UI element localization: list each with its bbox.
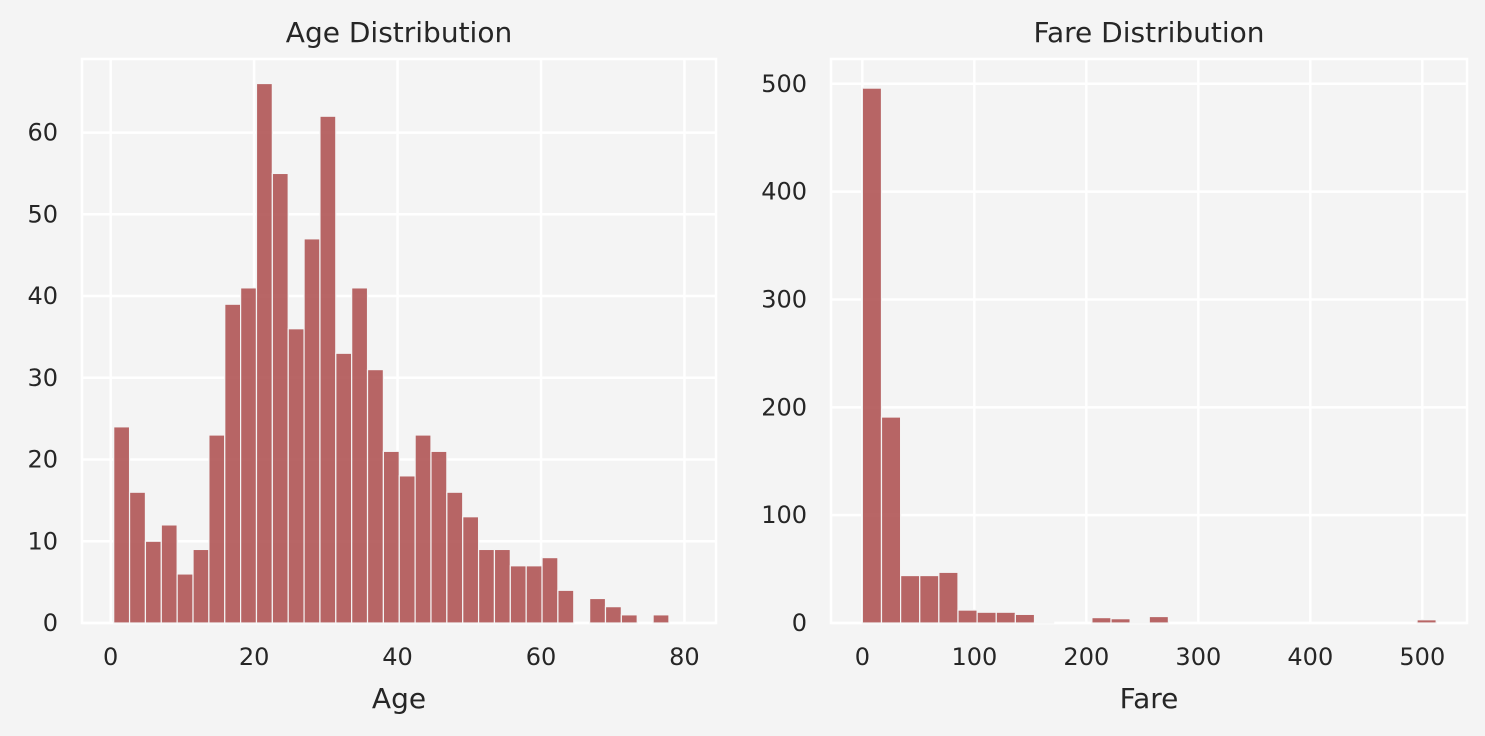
histogram-bar — [128, 491, 147, 624]
x-tick-label: 200 — [1063, 643, 1109, 671]
x-axis-label: Age — [372, 682, 426, 715]
histogram-bar — [861, 87, 883, 624]
histogram-bar — [224, 303, 242, 624]
x-tick-labels: 0 20 40 60 80 — [103, 643, 700, 671]
histogram-bar — [1129, 621, 1150, 624]
histogram-bar — [1014, 613, 1036, 624]
histogram-bar — [938, 571, 959, 624]
histogram-bar — [366, 369, 384, 624]
y-tick-label: 30 — [27, 364, 58, 392]
y-tick-label: 400 — [761, 178, 807, 206]
histogram-bar — [1091, 617, 1112, 624]
y-tick-label: 300 — [761, 285, 807, 313]
histogram-bar — [976, 611, 997, 624]
histogram-bar — [652, 614, 670, 624]
y-tick-label: 10 — [27, 527, 58, 555]
histogram-bar — [446, 491, 464, 624]
x-tick-label: 40 — [382, 643, 413, 671]
histogram-bar — [303, 238, 321, 624]
y-tick-labels: 0 100 200 300 400 500 — [761, 70, 807, 637]
histogram-bar — [541, 557, 559, 624]
y-tick-label: 200 — [761, 393, 807, 421]
fare-histogram-chart: 0 100 200 300 400 500 0 100 200 300 400 500 Fare D… — [761, 16, 1469, 715]
x-tick-label: 80 — [669, 643, 700, 671]
histogram-bar — [351, 287, 369, 624]
histogram-bar — [525, 565, 543, 624]
histogram-bar — [604, 606, 622, 624]
histogram-bar — [382, 450, 400, 624]
histogram-bar — [589, 597, 607, 624]
x-tick-label: 60 — [526, 643, 557, 671]
histogram-bar — [287, 328, 305, 624]
histogram-bar — [271, 172, 289, 624]
histogram-bar — [1416, 619, 1437, 624]
y-tick-label: 60 — [27, 119, 58, 147]
histogram-bar — [113, 426, 131, 624]
histogram-bar — [462, 516, 480, 624]
histogram-bar — [319, 115, 337, 624]
histogram-bar — [240, 287, 258, 624]
histogram-bar — [414, 434, 432, 624]
y-tick-label: 50 — [27, 200, 58, 228]
y-tick-label: 20 — [27, 446, 58, 474]
histogram-bar — [144, 540, 162, 624]
histogram-bar — [919, 574, 940, 624]
histogram-bar — [509, 565, 527, 624]
histogram-bar — [900, 574, 921, 624]
age-histogram-chart: 0 10 20 30 40 50 60 0 20 40 60 80 Age Distribution… — [27, 16, 718, 715]
histogram-bar — [880, 416, 902, 624]
histogram-bar — [477, 548, 496, 624]
histogram-bar — [1033, 621, 1055, 624]
histogram-bar — [335, 352, 353, 624]
histogram-bar — [493, 548, 511, 624]
histogram-bar — [398, 475, 416, 624]
y-tick-label: 0 — [792, 609, 807, 637]
histogram-bar — [1110, 618, 1131, 624]
histogram-bar — [208, 434, 226, 624]
x-tick-label: 500 — [1399, 643, 1445, 671]
x-tick-label: 400 — [1287, 643, 1333, 671]
histogram-bar — [557, 589, 575, 624]
plot-area — [831, 59, 1467, 623]
histogram-bar — [957, 609, 978, 624]
y-tick-labels: 0 10 20 30 40 50 60 — [27, 119, 58, 637]
histogram-bar — [995, 611, 1016, 624]
histogram-bar — [192, 548, 210, 624]
histogram-bar — [1148, 615, 1169, 624]
y-tick-label: 40 — [27, 282, 58, 310]
x-axis-label: Fare — [1120, 682, 1179, 715]
histogram-bar — [620, 614, 638, 624]
y-tick-label: 0 — [43, 609, 58, 637]
x-tick-label: 20 — [239, 643, 270, 671]
x-tick-label: 0 — [103, 643, 118, 671]
histogram-bar — [160, 524, 178, 624]
x-tick-label: 0 — [855, 643, 870, 671]
x-tick-label: 300 — [1175, 643, 1221, 671]
y-tick-label: 500 — [761, 70, 807, 98]
histogram-bar — [430, 450, 448, 624]
x-tick-label: 100 — [951, 643, 997, 671]
x-tick-labels: 0 100 200 300 400 500 — [855, 643, 1446, 671]
y-tick-label: 100 — [761, 501, 807, 529]
chart-title: Fare Distribution — [1033, 16, 1264, 49]
chart-title: Age Distribution — [286, 16, 512, 49]
bars — [861, 87, 1437, 624]
bars — [113, 82, 670, 624]
histogram-bar — [176, 573, 194, 624]
histogram-bar — [255, 82, 273, 624]
